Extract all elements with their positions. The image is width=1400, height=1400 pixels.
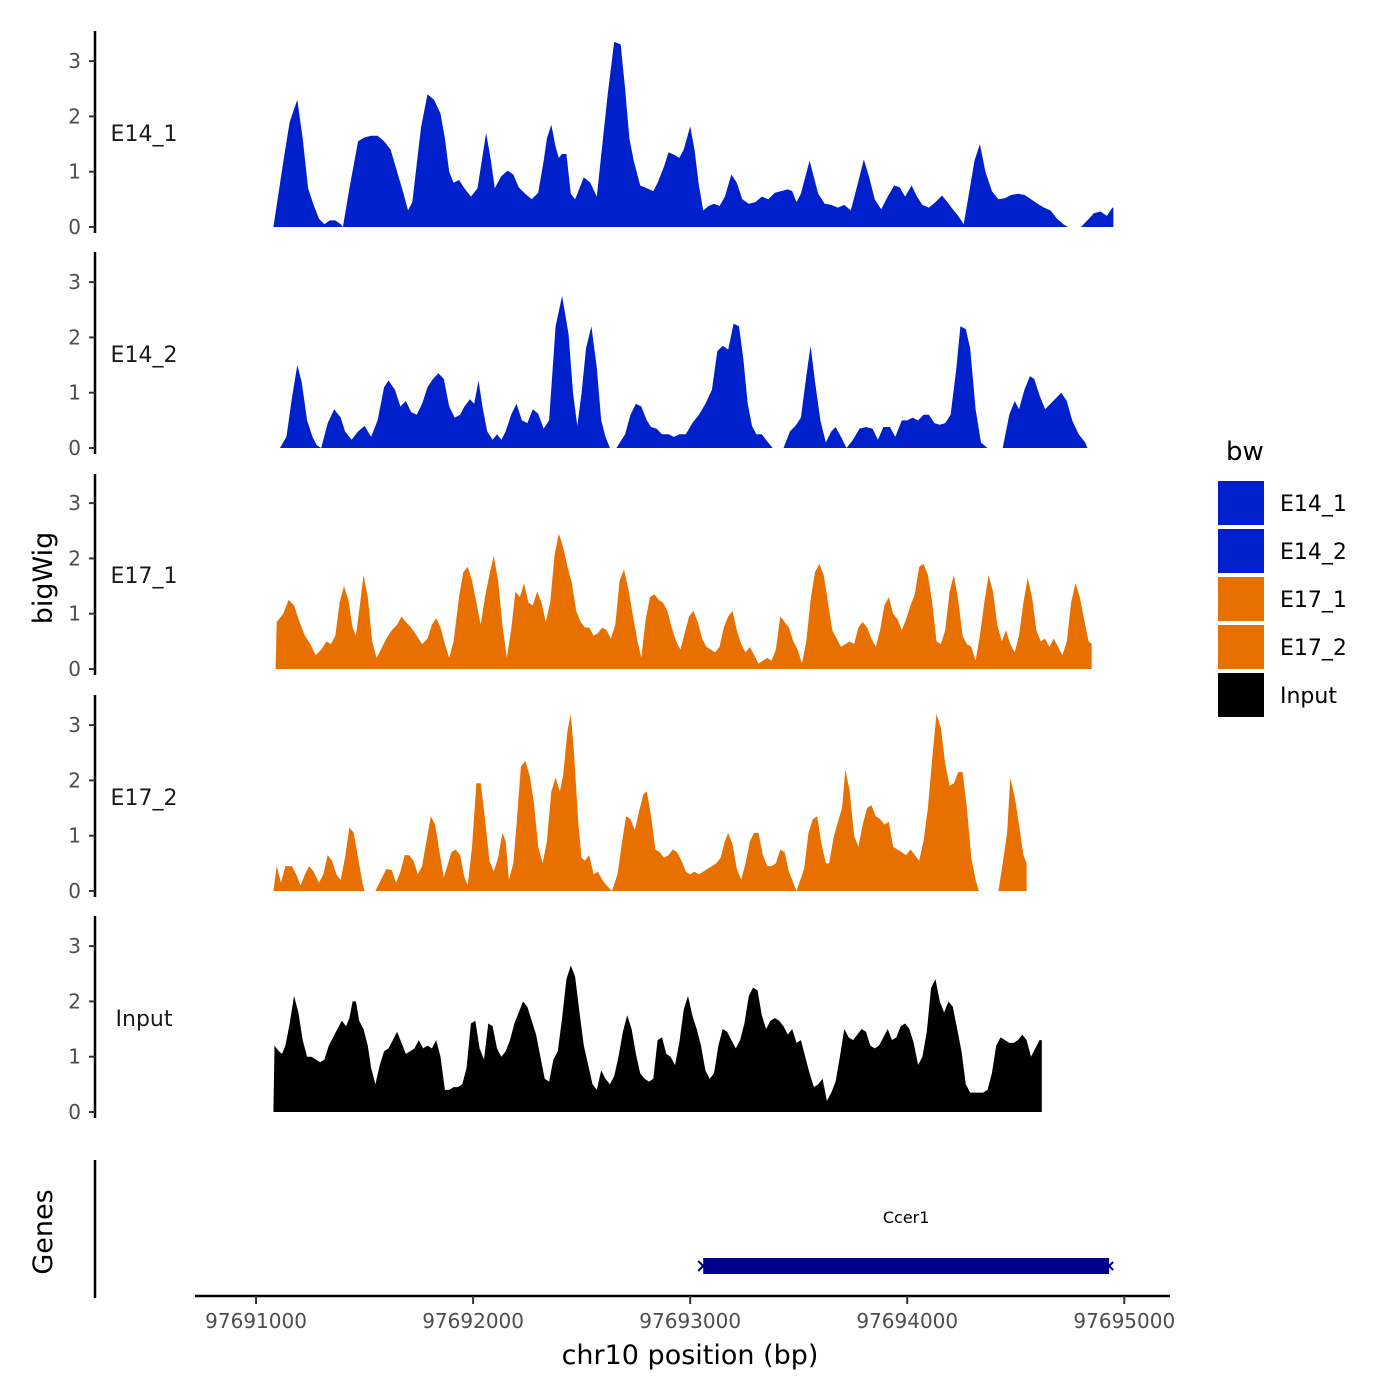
- y-tick-label: 2: [68, 546, 81, 570]
- y-tick-label: 0: [68, 657, 81, 681]
- track-e14-1: 0 1 2 3 E14_1: [68, 31, 1114, 239]
- y-tick-label: 1: [68, 381, 81, 405]
- track-label: E17_1: [111, 564, 178, 589]
- x-axis: 97691000 97692000 97693000 97694000 97695000: [195, 1294, 1175, 1333]
- genes-axis-title: Genes: [28, 1189, 59, 1274]
- track-label: Input: [116, 1007, 173, 1032]
- gene-label: Ccer1: [883, 1208, 930, 1227]
- legend-label-e14-1: E14_1: [1280, 492, 1347, 517]
- legend-swatch-input: [1218, 673, 1264, 717]
- area-series-e17-2: [273, 714, 1027, 891]
- track-e17-2: 0 1 2 3 E17_2: [68, 695, 1027, 903]
- tracks-group: 0 1 2 3 E14_1 0 1 2 3 E14_2 0 1 2 3 E17_1 0 1 2 3 E17_2 0 1 2 3…: [68, 31, 1114, 1124]
- y-tick-label: 2: [68, 989, 81, 1013]
- y-tick-label: 2: [68, 768, 81, 792]
- x-tick-label: 97693000: [639, 1309, 741, 1333]
- y-tick-label: 3: [68, 934, 81, 958]
- x-tick-label: 97695000: [1073, 1309, 1175, 1333]
- track-input: 0 1 2 3 Input: [68, 916, 1042, 1124]
- y-tick-label: 3: [68, 491, 81, 515]
- area-series-e14-2: [279, 295, 1088, 448]
- legend-swatch-e14-2: [1218, 529, 1264, 573]
- legend-label-input: Input: [1280, 684, 1337, 709]
- y-tick-label: 1: [68, 1045, 81, 1069]
- gene-strand-marker: [697, 1260, 709, 1272]
- y-tick-label: 1: [68, 160, 81, 184]
- y-tick-label: 3: [68, 270, 81, 294]
- y-tick-label: 1: [68, 602, 81, 626]
- legend-swatch-e17-2: [1218, 625, 1264, 669]
- legend-title: bw: [1226, 437, 1264, 467]
- x-tick-label: 97694000: [856, 1309, 958, 1333]
- track-label: E17_2: [111, 786, 178, 811]
- track-label: E14_1: [111, 122, 178, 147]
- y-tick-label: 1: [68, 824, 81, 848]
- x-tick-label: 97691000: [205, 1309, 307, 1333]
- genes-panel: Ccer1: [93, 1160, 1114, 1298]
- x-axis-title: chr10 position (bp): [562, 1340, 819, 1371]
- legend-label-e14-2: E14_2: [1280, 540, 1347, 565]
- area-series-e17-1: [275, 533, 1092, 669]
- y-tick-label: 3: [68, 713, 81, 737]
- track-label: E14_2: [111, 343, 178, 368]
- legend-swatch-e17-1: [1218, 577, 1264, 621]
- y-tick-label: 0: [68, 215, 81, 239]
- y-tick-label: 0: [68, 1100, 81, 1124]
- y-tick-label: 2: [68, 104, 81, 128]
- gene-body-ccer1: [703, 1258, 1110, 1274]
- legend: bw E14_1 E14_2 E17_1 E17_2 Input: [1218, 437, 1347, 717]
- y-tick-label: 0: [68, 436, 81, 460]
- legend-swatch-e14-1: [1218, 481, 1264, 525]
- y-tick-label: 2: [68, 325, 81, 349]
- y-tick-label: 3: [68, 49, 81, 73]
- gene-end-marker: [1104, 1261, 1114, 1271]
- y-tick-label: 0: [68, 879, 81, 903]
- track-e14-2: 0 1 2 3 E14_2: [68, 252, 1088, 460]
- area-series-e14-1: [273, 41, 1114, 228]
- legend-label-e17-1: E17_1: [1280, 588, 1347, 613]
- area-series-input: [273, 965, 1042, 1112]
- y-axis-title: bigWig: [28, 532, 59, 625]
- x-tick-label: 97692000: [422, 1309, 524, 1333]
- track-e17-1: 0 1 2 3 E17_1: [68, 474, 1092, 681]
- legend-label-e17-2: E17_2: [1280, 636, 1347, 661]
